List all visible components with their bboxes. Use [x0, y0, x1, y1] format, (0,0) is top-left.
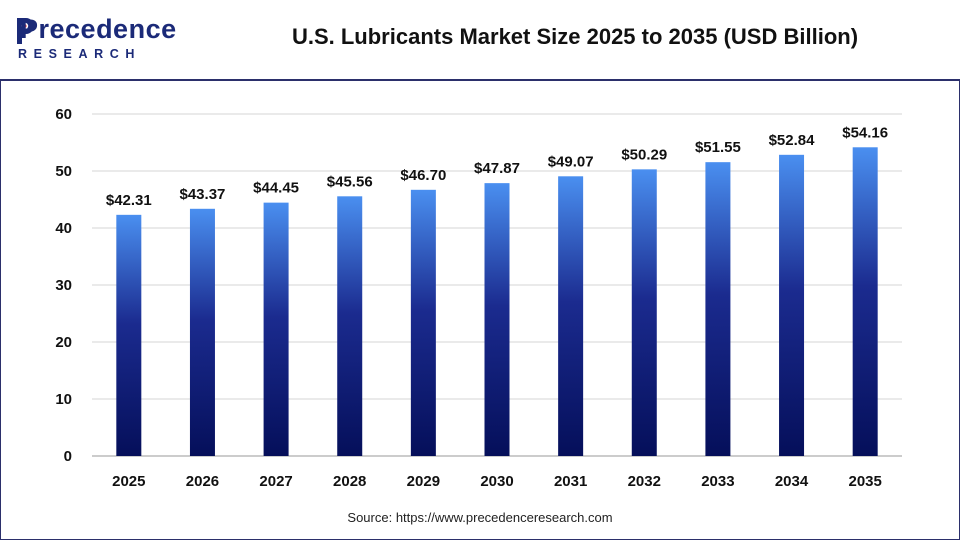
bar-2035 — [852, 147, 878, 456]
bar-2029 — [410, 189, 436, 456]
x-tick-label: 2025 — [112, 473, 145, 490]
bar-2025 — [116, 214, 142, 456]
data-label-2028: $45.56 — [327, 173, 373, 190]
source-note: Source: https://www.precedenceresearch.c… — [347, 510, 613, 525]
y-tick-label: 10 — [55, 391, 72, 408]
data-label-2031: $49.07 — [548, 153, 594, 170]
brand-name: Precedence — [20, 14, 177, 44]
bar-2032 — [631, 169, 657, 457]
y-tick-label: 20 — [55, 334, 72, 351]
data-label-2030: $47.87 — [474, 160, 520, 177]
bar-2028 — [337, 196, 363, 457]
x-tick-label: 2030 — [480, 473, 513, 490]
data-label-2033: $51.55 — [695, 139, 741, 156]
bar-2030 — [484, 183, 510, 456]
bars — [116, 147, 878, 457]
bar-2034 — [779, 154, 805, 456]
x-tick-label: 2027 — [259, 473, 292, 490]
bar-2031 — [558, 176, 584, 456]
x-tick-label: 2035 — [848, 473, 881, 490]
bar-2026 — [189, 208, 215, 456]
data-label-2029: $46.70 — [400, 167, 446, 184]
x-tick-label: 2031 — [554, 473, 587, 490]
data-labels: $42.31 $43.37 $44.45 $45.56 $46.70 $47.87 $49.… — [106, 124, 888, 209]
y-axis: 0 10 20 30 40 50 60 — [55, 106, 72, 465]
data-label-2025: $42.31 — [106, 192, 152, 209]
y-tick-label: 60 — [55, 106, 72, 123]
data-label-2032: $50.29 — [621, 146, 667, 163]
data-label-2034: $52.84 — [769, 132, 816, 149]
x-tick-label: 2026 — [186, 473, 219, 490]
logo-p-icon — [17, 18, 34, 44]
header: Precedence RESEARCH U.S. Lubricants Mark… — [0, 0, 960, 81]
y-tick-label: 40 — [55, 220, 72, 237]
y-tick-label: 50 — [55, 163, 72, 180]
brand-tagline: RESEARCH — [18, 47, 141, 61]
x-tick-label: 2034 — [775, 473, 809, 490]
page-title: U.S. Lubricants Market Size 2025 to 2035… — [291, 24, 859, 49]
bar-2033 — [705, 162, 731, 456]
data-label-2035: $54.16 — [842, 124, 888, 141]
brand-logo: Precedence RESEARCH — [16, 14, 186, 64]
y-tick-label: 0 — [64, 448, 72, 465]
x-tick-label: 2032 — [628, 473, 661, 490]
bar-2027 — [263, 202, 289, 456]
header-divider — [0, 79, 960, 81]
x-axis: 2025 2026 2027 2028 2029 2030 2031 2032 2033 2034… — [112, 473, 882, 490]
x-tick-label: 2028 — [333, 473, 366, 490]
x-tick-label: 2029 — [407, 473, 440, 490]
data-label-2026: $43.37 — [180, 186, 226, 203]
bar-chart: $42.31 $43.37 $44.45 $45.56 $46.70 $47.87 $49.… — [55, 106, 902, 490]
y-tick-label: 30 — [55, 277, 72, 294]
data-label-2027: $44.45 — [253, 180, 299, 197]
x-tick-label: 2033 — [701, 473, 734, 490]
